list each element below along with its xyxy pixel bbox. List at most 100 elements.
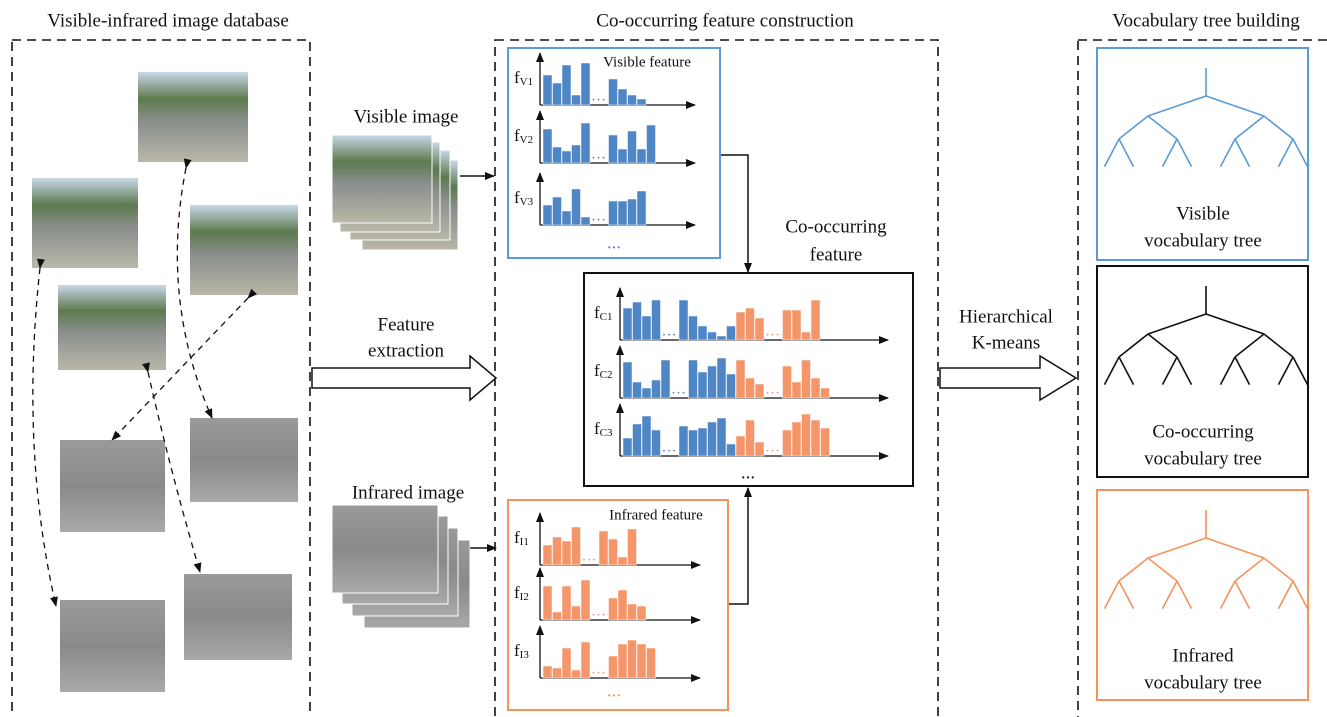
bar bbox=[637, 149, 646, 163]
ellipsis: … bbox=[765, 323, 780, 339]
bar bbox=[783, 310, 792, 340]
bar bbox=[618, 590, 627, 620]
bar bbox=[609, 598, 618, 620]
ellipsis: … bbox=[671, 381, 686, 397]
tree-branch bbox=[1279, 357, 1294, 385]
tree-branch bbox=[1235, 139, 1250, 167]
bar bbox=[811, 378, 820, 398]
histogram: …fI2 bbox=[514, 568, 700, 620]
ellipsis: … bbox=[765, 439, 780, 455]
tree-branch bbox=[1235, 558, 1264, 581]
row-label-sub: I1 bbox=[520, 536, 529, 548]
bar bbox=[708, 366, 717, 398]
tree-branch bbox=[1235, 357, 1250, 385]
bar bbox=[689, 360, 698, 398]
tree-caption: Visible bbox=[1176, 203, 1230, 224]
tree-branch bbox=[1177, 139, 1192, 167]
tree-branch bbox=[1163, 581, 1178, 609]
bar bbox=[783, 430, 792, 456]
infrared-image-stack bbox=[332, 505, 470, 628]
tree-branch bbox=[1119, 334, 1148, 357]
bar bbox=[628, 604, 637, 620]
ellipsis: … bbox=[582, 548, 597, 564]
visible-image-label: Visible image bbox=[354, 106, 459, 127]
bar bbox=[553, 147, 562, 163]
row-label: fC2 bbox=[594, 361, 613, 381]
histogram: …fI3 bbox=[514, 626, 700, 678]
tree-branch bbox=[1206, 538, 1264, 558]
bar bbox=[628, 199, 637, 225]
bar bbox=[628, 131, 637, 163]
bar bbox=[553, 612, 562, 620]
row-label-sub: V2 bbox=[520, 134, 533, 146]
bar bbox=[755, 318, 764, 340]
bar bbox=[562, 65, 571, 105]
ellipsis: … bbox=[765, 381, 780, 397]
tree-branch bbox=[1148, 314, 1206, 334]
tree-branch bbox=[1206, 96, 1264, 116]
bar bbox=[628, 529, 637, 565]
row-label: fC1 bbox=[594, 303, 613, 323]
section-title: Visible-infrared image database bbox=[47, 10, 289, 31]
bar bbox=[562, 151, 571, 163]
bar bbox=[679, 300, 688, 340]
row-label: fI2 bbox=[514, 583, 529, 603]
tree-branch bbox=[1235, 334, 1264, 357]
tree-branch bbox=[1119, 139, 1134, 167]
tree-branch bbox=[1279, 139, 1294, 167]
bar bbox=[553, 668, 562, 678]
bar bbox=[553, 83, 562, 105]
bar bbox=[633, 302, 642, 340]
ellipsis: … bbox=[591, 146, 606, 162]
tree-caption: Infrared bbox=[1172, 645, 1234, 666]
bar bbox=[628, 95, 637, 105]
tree-branch bbox=[1148, 334, 1177, 357]
ellipsis: … bbox=[591, 661, 606, 677]
tree-branch bbox=[1293, 581, 1308, 609]
tree-branch bbox=[1177, 581, 1192, 609]
more: ... bbox=[607, 232, 621, 253]
bar bbox=[642, 316, 651, 340]
tree-branch bbox=[1119, 581, 1134, 609]
bar bbox=[581, 642, 590, 678]
histogram: … … fC2 bbox=[594, 346, 888, 398]
row-label: fI1 bbox=[514, 528, 529, 548]
tree-branch bbox=[1221, 357, 1236, 385]
tree-branch bbox=[1148, 558, 1177, 581]
bar bbox=[623, 438, 632, 456]
tree-box bbox=[1097, 48, 1308, 260]
bar bbox=[599, 531, 608, 565]
bar bbox=[792, 422, 801, 456]
histogram: …fV2 bbox=[514, 111, 695, 163]
tree-branch bbox=[1163, 357, 1178, 385]
bar bbox=[637, 191, 646, 225]
tree-branch bbox=[1264, 334, 1293, 357]
row-label-sub: C1 bbox=[600, 311, 613, 323]
vocabulary-tree bbox=[1105, 68, 1308, 167]
bar bbox=[623, 362, 632, 398]
bar bbox=[562, 211, 571, 225]
tree-branch bbox=[1163, 139, 1178, 167]
tree-branch bbox=[1293, 139, 1308, 167]
bar bbox=[736, 436, 745, 456]
section-title: Vocabulary tree building bbox=[1112, 10, 1300, 31]
bar bbox=[652, 380, 661, 398]
bar bbox=[698, 372, 707, 398]
bar bbox=[746, 308, 755, 340]
bar bbox=[562, 541, 571, 565]
more: ... bbox=[741, 462, 755, 483]
tree-branch bbox=[1221, 581, 1236, 609]
bar bbox=[652, 300, 661, 340]
kmeans-label: Hierarchical bbox=[959, 306, 1053, 327]
vocabulary-tree bbox=[1105, 510, 1308, 609]
bar bbox=[736, 312, 745, 340]
bar bbox=[581, 217, 590, 225]
bar bbox=[792, 382, 801, 398]
histogram: …fV3 bbox=[514, 173, 695, 225]
tree-branch bbox=[1119, 558, 1148, 581]
tree-box bbox=[1097, 266, 1308, 477]
bar bbox=[543, 586, 552, 620]
bar bbox=[572, 670, 581, 678]
bar bbox=[755, 442, 764, 456]
bar bbox=[689, 430, 698, 456]
